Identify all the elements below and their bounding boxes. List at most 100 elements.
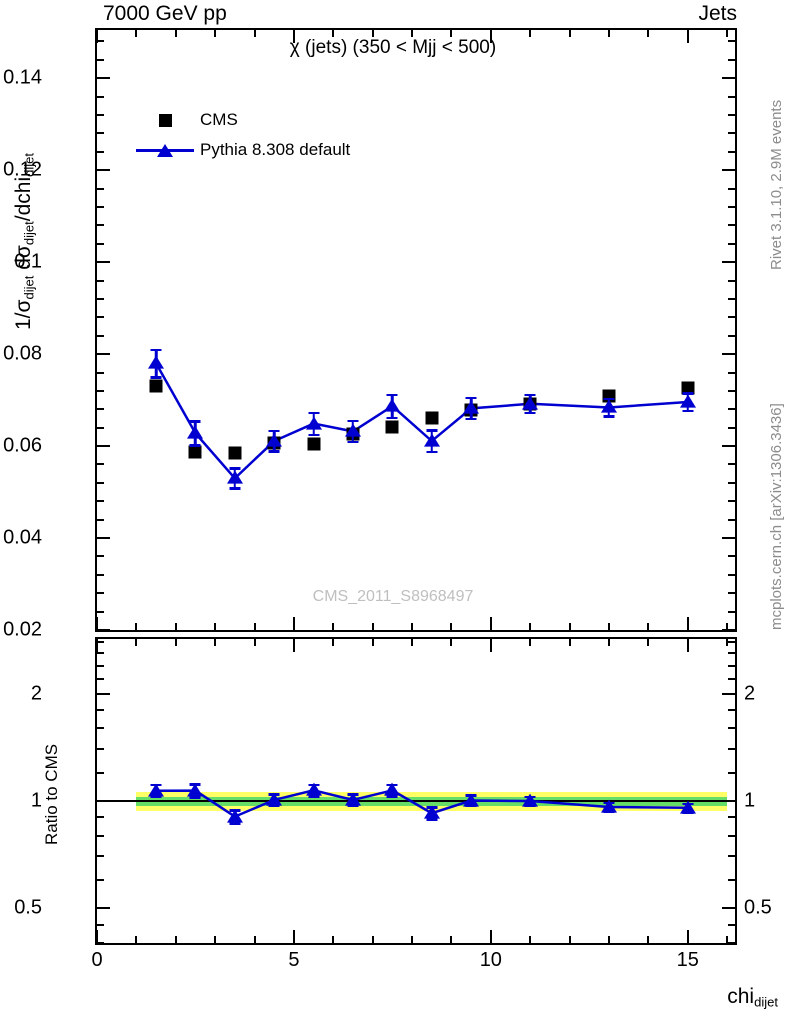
axis-tick — [728, 389, 735, 392]
ratio-data-point — [266, 792, 283, 806]
x-tick-label: 15 — [676, 949, 699, 971]
axis-tick — [292, 639, 295, 652]
axis-tick — [647, 639, 650, 646]
pythia-error-cap — [229, 467, 241, 470]
axis-tick — [97, 316, 104, 319]
legend-item-pythia: Pythia 8.308 default — [130, 135, 350, 165]
axis-tick — [722, 629, 735, 631]
ratio-y-tick-label-right: 0.5 — [744, 896, 772, 919]
ratio-data-point — [522, 793, 539, 807]
axis-tick — [647, 936, 650, 943]
x-tick-label: 10 — [479, 949, 502, 971]
axis-tick — [253, 623, 256, 630]
axis-tick — [686, 30, 689, 43]
axis-tick — [728, 748, 735, 751]
axis-tick — [529, 30, 532, 37]
axis-tick — [96, 617, 98, 630]
axis-tick — [97, 77, 110, 80]
axis-tick — [97, 334, 104, 337]
axis-tick — [728, 371, 735, 374]
axis-tick — [728, 592, 735, 595]
axis-tick — [728, 855, 735, 858]
axis-tick — [97, 942, 104, 944]
x-tick-label: 5 — [288, 949, 300, 971]
header-category-label: Jets — [698, 2, 737, 25]
axis-tick — [489, 617, 492, 630]
axis-tick — [135, 623, 138, 630]
pythia-error-cap — [465, 396, 477, 400]
cms-square-icon — [130, 110, 200, 130]
axis-tick — [728, 58, 735, 61]
axis-tick — [174, 936, 177, 943]
axis-tick — [332, 30, 335, 37]
axis-tick — [97, 297, 104, 300]
cms-data-point — [425, 411, 439, 425]
axis-tick — [135, 639, 138, 646]
axis-tick — [97, 95, 104, 98]
axis-tick — [728, 664, 735, 667]
axis-tick — [529, 936, 532, 943]
pythia-error-cap — [189, 420, 201, 423]
pythia-error-cap — [524, 393, 536, 397]
ratio-data-point — [187, 783, 204, 797]
axis-tick — [97, 371, 104, 374]
pythia-error-cap — [268, 429, 280, 433]
axis-tick — [97, 463, 104, 466]
pythia-error-cap — [347, 440, 359, 444]
axis-tick — [686, 930, 689, 943]
axis-tick — [97, 678, 104, 681]
axis-tick — [728, 816, 735, 819]
axis-tick — [728, 408, 735, 411]
axis-tick — [728, 242, 735, 245]
axis-tick — [728, 834, 735, 837]
axis-tick — [647, 30, 650, 37]
cms-data-point — [188, 445, 202, 459]
pythia-data-point — [600, 400, 617, 414]
axis-tick — [174, 623, 177, 630]
pythia-error-cap — [465, 417, 477, 421]
pythia-main-line — [154, 362, 688, 481]
axis-tick — [97, 816, 104, 819]
ratio-data-point — [305, 782, 322, 796]
axis-tick — [722, 445, 735, 448]
cms-data-point — [307, 437, 321, 451]
axis-tick — [97, 518, 104, 521]
axis-tick — [332, 623, 335, 630]
axis-tick — [728, 518, 735, 521]
axis-tick — [728, 132, 735, 135]
ratio-error-cap — [229, 822, 241, 825]
axis-tick — [97, 800, 110, 803]
axis-tick — [728, 652, 735, 655]
axis-tick — [728, 727, 735, 730]
axis-tick — [728, 610, 735, 613]
legend-item-cms: CMS — [130, 105, 350, 135]
pythia-error-cap — [603, 415, 615, 418]
axis-tick — [214, 30, 217, 37]
axis-tick — [722, 261, 735, 264]
axis-tick — [214, 936, 217, 943]
ratio-error-cap — [347, 804, 359, 808]
ratio-data-point — [679, 800, 696, 814]
axis-tick — [371, 30, 374, 37]
pythia-data-point — [344, 423, 361, 437]
axis-tick — [214, 623, 217, 630]
axis-tick — [97, 771, 104, 774]
axis-tick — [728, 40, 735, 43]
axis-tick — [97, 445, 110, 448]
axis-tick — [728, 279, 735, 282]
axis-tick — [96, 639, 98, 652]
axis-tick — [97, 408, 104, 411]
axis-tick — [97, 748, 104, 751]
axis-tick — [97, 224, 104, 227]
pythia-data-point — [226, 470, 243, 484]
pythia-data-point — [423, 433, 440, 447]
axis-tick — [97, 573, 104, 576]
axis-tick — [292, 617, 295, 630]
ratio-y-tick-label-right: 2 — [744, 682, 756, 705]
axis-tick — [728, 206, 735, 208]
axis-tick — [722, 907, 735, 910]
axis-tick — [253, 30, 256, 37]
pythia-error-cap — [603, 397, 615, 401]
axis-tick — [728, 500, 735, 503]
